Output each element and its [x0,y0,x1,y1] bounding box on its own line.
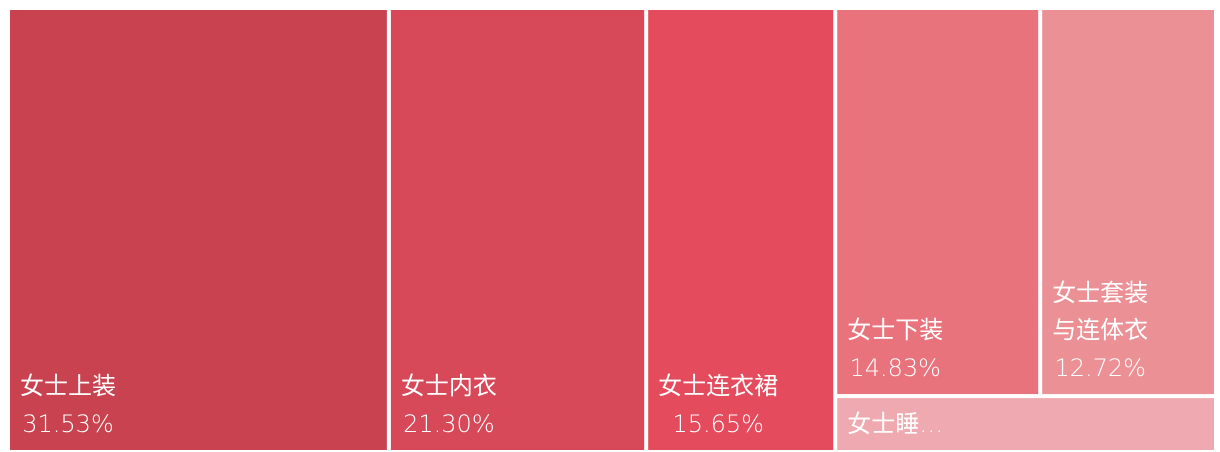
value-label: 14.83% [849,354,941,382]
treemap-cell [10,10,387,450]
treemap-cell [837,398,1214,450]
treemap-cell [1042,10,1214,395]
cell-label: 女士下装 [847,316,943,344]
value-label: 21.30% [403,410,495,438]
value-label: 15.65% [672,410,764,438]
treemap-cell [390,10,645,450]
treemap-cell [648,10,834,450]
value-label: 31.53% [22,410,114,438]
cell-label: 女士连衣裙 [658,372,778,400]
value-label: 12.72% [1054,354,1146,382]
cell-label: 女士套装与连体衣 [1052,279,1148,344]
cell-label: 女士内衣 [401,372,497,400]
cell-label: 女士上装 [20,372,116,400]
treemap-cell [837,10,1039,395]
cell-label: 女士睡… [847,410,943,438]
